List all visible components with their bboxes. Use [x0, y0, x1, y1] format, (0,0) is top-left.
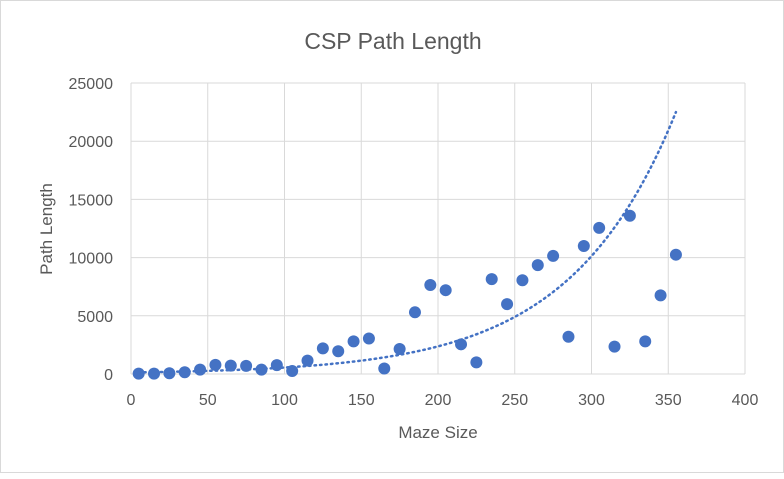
data-point	[501, 298, 514, 311]
y-tick-label: 20000	[69, 134, 114, 151]
x-axis-title: Maze Size	[398, 423, 477, 442]
data-point	[608, 340, 621, 353]
data-point	[623, 209, 636, 222]
data-point	[455, 338, 468, 351]
data-point	[393, 342, 406, 355]
x-tick-label: 350	[655, 392, 682, 409]
data-point	[132, 367, 145, 380]
trend-layer	[137, 110, 678, 374]
x-tick-label: 50	[199, 392, 217, 409]
data-point	[301, 354, 314, 367]
data-point	[485, 273, 498, 286]
data-point	[163, 367, 176, 380]
tick-layer: 0 50 100 150 200 250 300 350 400 0 5000 10000 15000 2…	[69, 76, 759, 409]
data-point	[332, 345, 345, 358]
data-point	[316, 342, 329, 355]
y-tick-label: 5000	[77, 309, 113, 326]
y-axis-title: Path Length	[37, 183, 56, 275]
y-tick-label: 25000	[69, 76, 114, 93]
x-tick-label: 400	[732, 392, 759, 409]
data-point	[547, 249, 560, 262]
y-tick-label: 0	[104, 367, 113, 384]
x-tick-label: 300	[578, 392, 605, 409]
x-tick-label: 0	[127, 392, 136, 409]
data-point	[531, 259, 544, 272]
data-point	[255, 363, 268, 376]
data-point	[194, 363, 207, 376]
chart-title: CSP Path Length	[304, 28, 481, 54]
trendline	[137, 110, 678, 374]
data-point	[270, 359, 283, 372]
y-tick-label: 10000	[69, 251, 114, 268]
data-point	[178, 366, 191, 379]
x-tick-label: 200	[425, 392, 452, 409]
data-point	[424, 278, 437, 291]
data-point	[516, 274, 529, 287]
data-point	[439, 284, 452, 297]
x-tick-label: 250	[501, 392, 528, 409]
x-tick-label: 100	[271, 392, 298, 409]
x-tick-label: 150	[348, 392, 375, 409]
data-point	[286, 364, 299, 377]
data-point	[470, 356, 483, 369]
point-layer	[132, 209, 682, 380]
data-point	[639, 335, 652, 348]
data-point	[378, 362, 391, 375]
data-point	[562, 330, 575, 343]
data-point	[654, 289, 667, 302]
data-point	[408, 306, 421, 319]
data-point	[669, 248, 682, 261]
data-point	[240, 359, 253, 372]
data-point	[148, 367, 161, 380]
y-tick-label: 15000	[69, 192, 114, 209]
grid-layer	[130, 82, 746, 375]
data-point	[362, 332, 375, 345]
data-point	[224, 359, 237, 372]
data-point	[347, 335, 360, 348]
data-point	[577, 239, 590, 252]
data-point	[209, 358, 222, 371]
data-point	[593, 221, 606, 234]
